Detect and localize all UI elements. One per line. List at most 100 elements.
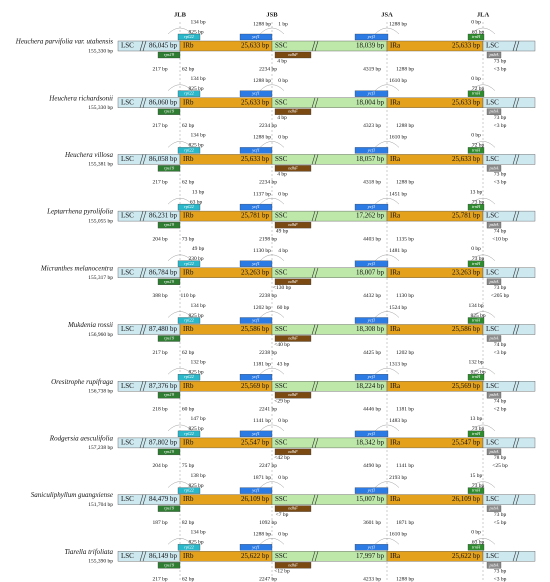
bottom-annotation: 1288 bp	[396, 577, 414, 582]
span-arc	[259, 254, 285, 261]
break-mark	[314, 381, 319, 392]
gene-box	[486, 448, 502, 456]
region-label: LSC	[486, 439, 499, 447]
top-annotation: 1483 bp	[389, 418, 407, 424]
top-annotation: 63 bp	[472, 29, 485, 35]
region-label: LSC	[486, 155, 499, 163]
gene-label: rpl22	[184, 488, 195, 493]
bottom-annotation: 2247 bp	[259, 577, 277, 582]
region-length: 87,376 bp	[149, 382, 178, 390]
region-label: SSC	[275, 42, 288, 50]
top-annotation: 1313 bp	[389, 361, 407, 367]
gene-label: rps19	[164, 52, 175, 57]
genome-size: 155,317 bp	[88, 275, 113, 281]
region-length: 18,308 bp	[356, 325, 385, 333]
span-arc	[259, 84, 285, 91]
gene-box	[157, 448, 181, 456]
span-arc	[259, 481, 285, 488]
gene-label: rps19	[164, 562, 175, 567]
break-mark	[314, 437, 319, 448]
gene-box	[354, 147, 389, 154]
top-annotation: 825 bp	[470, 313, 485, 319]
gene-box	[486, 278, 502, 285]
gene-label: ndhF	[288, 165, 298, 170]
break-mark	[139, 97, 144, 108]
top-annotation: 1130 bp	[253, 248, 271, 254]
region-label: SSC	[275, 98, 288, 106]
region-4	[482, 267, 536, 278]
top-annotation: 73 bp	[472, 256, 485, 262]
gene-box	[157, 165, 181, 172]
bottom-annotation: 1288 bp	[396, 66, 414, 72]
bottom-annotation: 74 bp	[494, 228, 507, 234]
break-mark	[515, 324, 520, 335]
bottom-annotation: 217 bp	[152, 66, 167, 72]
gene-box	[354, 33, 389, 41]
break-mark	[139, 494, 144, 505]
top-annotation: 132 bp	[468, 359, 483, 365]
bottom-annotation: <2 bp	[494, 406, 507, 412]
top-annotation: 0 bp	[471, 133, 481, 139]
species-name: Heuchera richardsonii	[48, 94, 113, 102]
top-annotation: 72 bp	[472, 86, 485, 92]
break-mark	[515, 381, 520, 392]
span-arc	[259, 538, 285, 545]
top-annotation: 825 bp	[188, 143, 203, 149]
region-length: 86,784 bp	[149, 268, 178, 276]
gene-label: ycf1	[367, 374, 376, 379]
gene-box	[177, 260, 201, 267]
span-arc	[374, 368, 400, 375]
species-name: Micranthes melanocentra	[40, 264, 114, 272]
gene-label: rpl22	[184, 34, 195, 39]
span-arc	[470, 424, 496, 432]
bottom-annotation: 78 bp	[494, 455, 507, 461]
gene-label: ndhF	[288, 336, 298, 341]
region-label: LSC	[486, 212, 499, 220]
gene-label: ycf1	[251, 374, 260, 379]
genome-size: 155,390 bp	[88, 559, 113, 565]
region-length: 25,781 bp	[241, 212, 270, 220]
span-arc	[374, 311, 400, 318]
gene-box	[486, 562, 502, 569]
bottom-annotation: <3 bp	[494, 180, 507, 186]
region-length: 17,262 bp	[356, 212, 385, 220]
bottom-annotation: 62 bp	[182, 350, 195, 356]
region-4	[482, 437, 536, 449]
region-label: LSC	[121, 495, 134, 503]
gene-box	[354, 487, 389, 494]
gene-label: trnH	[472, 204, 481, 209]
top-annotation: 825 bp	[188, 86, 203, 92]
gene-label: trnH	[472, 147, 481, 152]
region-label: IRa	[390, 268, 401, 276]
span-arc	[374, 84, 400, 91]
break-mark	[311, 154, 316, 165]
break-mark	[314, 494, 319, 505]
species-name: Saniculiphyllum guangxiense	[31, 491, 113, 499]
span-arc	[167, 27, 193, 35]
gene-label: psbA	[489, 52, 499, 57]
top-annotation: 72 bp	[472, 143, 485, 149]
span-arc	[470, 84, 496, 91]
region-label: IRa	[390, 98, 401, 106]
span-arc	[259, 368, 285, 375]
top-annotation: 1288 bp	[253, 532, 271, 538]
bottom-annotation: 1288 bp	[396, 180, 414, 186]
region-length: 25,622 bp	[241, 552, 270, 560]
region-label: SSC	[275, 495, 288, 503]
span-arc	[259, 141, 285, 148]
region-label: SSC	[275, 325, 288, 333]
top-annotation: 43 bp	[277, 361, 290, 367]
region-label: LSC	[486, 552, 499, 560]
top-annotation: 0 bp	[278, 191, 288, 197]
span-arc	[167, 424, 193, 432]
break-mark	[311, 437, 316, 448]
bottom-annotation: 73 bp	[494, 569, 507, 575]
break-mark	[515, 437, 520, 448]
span-arc	[374, 538, 400, 545]
gene-label: trnH	[472, 91, 481, 96]
gene-box	[274, 108, 312, 115]
bottom-annotation: 60 bp	[182, 406, 195, 412]
bottom-annotation: 217 bp	[152, 350, 167, 356]
bottom-annotation: 74 bp	[494, 342, 507, 348]
gene-label: rps19	[164, 392, 175, 397]
